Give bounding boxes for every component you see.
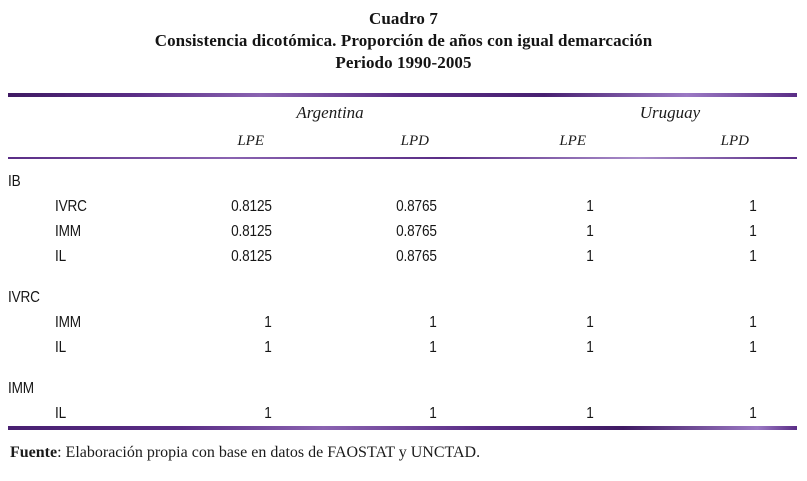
group-spacer (8, 269, 797, 285)
value-cell: 1 (749, 405, 758, 422)
value-cell: 1 (264, 339, 273, 356)
value-cell: 1 (264, 405, 273, 422)
corner-cell (8, 97, 110, 128)
data-row: IL 1 1 1 1 (8, 401, 797, 426)
value-cell: 0.8765 (396, 223, 437, 240)
source-label: Fuente (10, 444, 58, 461)
data-row: IL 0.8125 0.8765 1 1 (8, 244, 797, 269)
value-cell: 0.8125 (231, 223, 272, 240)
group-row: IMM (8, 376, 797, 401)
value-cell: 1 (749, 339, 758, 356)
value-cell: 1 (586, 223, 595, 240)
value-cell: 1 (749, 314, 758, 331)
table-caption: Consistencia dicotómica. Proporción de a… (154, 31, 653, 50)
country-header-row: Argentina Uruguay (8, 97, 797, 128)
row-label: IMM (55, 314, 81, 331)
source-note: Fuente: Elaboración propia con base en d… (10, 444, 797, 462)
value-cell: 1 (586, 314, 595, 331)
right-pad-cell (757, 335, 797, 360)
data-table: Argentina Uruguay LPE LPD LPE LPD IB IVRC… (8, 93, 797, 430)
row-label: IMM (55, 223, 81, 240)
group-label: IMM (8, 380, 34, 397)
column-header-row: LPE LPD LPE LPD (8, 128, 797, 157)
data-row: IL 1 1 1 1 (8, 335, 797, 360)
column-header-lpe-argentina: LPE (237, 133, 264, 149)
corner-cell (8, 128, 110, 157)
group-label: IB (8, 173, 21, 190)
table-period: Periodo 1990-2005 (335, 53, 472, 72)
right-pad-cell (757, 401, 797, 426)
group-row: IVRC (8, 285, 797, 310)
value-cell: 1 (586, 405, 595, 422)
value-cell: 1 (586, 248, 595, 265)
value-cell: 1 (586, 198, 595, 215)
country-header-argentina: Argentina (296, 103, 364, 122)
right-pad-cell (757, 310, 797, 335)
row-label: IL (55, 339, 67, 356)
group-label: IVRC (8, 289, 40, 306)
top-rule (8, 93, 797, 97)
value-cell: 0.8125 (231, 198, 272, 215)
header-rule (8, 157, 797, 159)
value-cell: 0.8765 (396, 248, 437, 265)
group-spacer (8, 360, 797, 376)
value-cell: 0.8125 (231, 248, 272, 265)
data-row: IVRC 0.8125 0.8765 1 1 (8, 194, 797, 219)
value-cell: 1 (749, 248, 758, 265)
right-pad-cell (757, 128, 797, 157)
column-header-lpe-uruguay: LPE (559, 133, 586, 149)
right-pad-cell (757, 244, 797, 269)
column-header-lpd-argentina: LPD (400, 133, 429, 149)
table-number: Cuadro 7 (369, 9, 438, 28)
data-row: IMM 1 1 1 1 (8, 310, 797, 335)
row-label: IL (55, 248, 67, 265)
group-row: IB (8, 169, 797, 194)
right-pad-cell (757, 219, 797, 244)
value-cell: 1 (429, 339, 438, 356)
value-cell: 1 (264, 314, 273, 331)
data-row: IMM 0.8125 0.8765 1 1 (8, 219, 797, 244)
row-label: IL (55, 405, 67, 422)
value-cell: 1 (749, 223, 758, 240)
value-cell: 1 (586, 339, 595, 356)
value-cell: 1 (429, 405, 438, 422)
value-cell: 0.8765 (396, 198, 437, 215)
right-pad-cell (757, 194, 797, 219)
value-cell: 1 (429, 314, 438, 331)
column-header-lpd-uruguay: LPD (720, 133, 749, 149)
source-text: : Elaboración propia con base en datos d… (57, 444, 481, 461)
table-title-block: Cuadro 7 Consistencia dicotómica. Propor… (0, 0, 807, 74)
value-cell: 1 (749, 198, 758, 215)
bottom-rule (8, 426, 797, 430)
row-label: IVRC (55, 198, 87, 215)
country-header-uruguay: Uruguay (639, 103, 701, 122)
table-body: IB IVRC 0.8125 0.8765 1 1 IMM 0.8125 0.8765 1 1 IL 0… (8, 159, 797, 426)
